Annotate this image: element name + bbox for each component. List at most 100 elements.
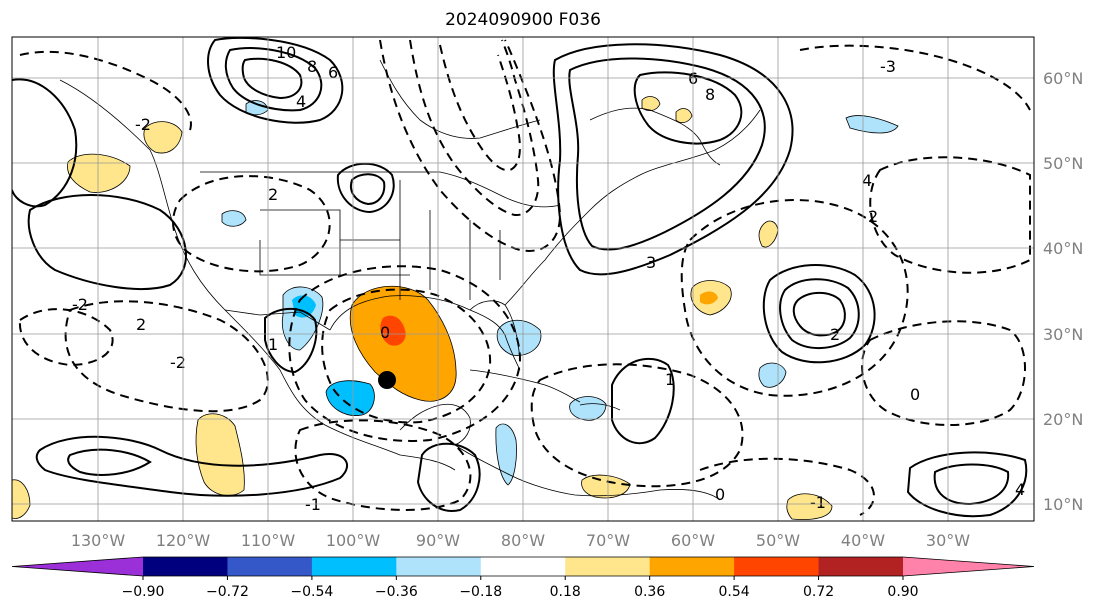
cold-anomaly-mexico: [325, 380, 375, 416]
coastline-hispaniola: [579, 403, 621, 411]
cold-anomaly-greenland-sea: [845, 115, 899, 134]
colorbar-tick-label: −0.72: [206, 584, 249, 600]
contour-low-atlantic-east: [869, 156, 1031, 274]
contour-low-gulf: [288, 265, 522, 442]
colorbar-tick-label: 0.90: [887, 584, 918, 600]
coastline-east: [504, 109, 761, 306]
contour-low-atlantic-mid: [680, 199, 909, 397]
warm-anomaly-east-atlantic: [758, 220, 779, 248]
contour-low-south-atlantic: [699, 457, 875, 516]
cold-anomaly-hispaniola: [569, 396, 607, 421]
contour-high-atlantic-1: [762, 264, 876, 364]
coastlines: [59, 59, 761, 501]
contour-high-nw-1: [207, 37, 344, 124]
contour-low-mexico: [64, 300, 269, 413]
contour-label: 4: [296, 92, 306, 111]
contour-east-atlantic-low: [906, 451, 1028, 518]
contour-low-caribbean: [530, 363, 744, 488]
lat-label: 40°N: [1043, 239, 1083, 258]
contour-label: 4: [1015, 480, 1025, 499]
colorbar-segment: [565, 557, 651, 576]
lon-label: 90°W: [416, 531, 460, 550]
strong-warm-anomaly-gulf: [380, 315, 406, 346]
colorbar-segment: [143, 557, 228, 576]
colorbar-tick-label: 0.72: [803, 584, 834, 600]
contour-low-east-us-2: [409, 39, 540, 217]
contour-low-greenland: [799, 44, 1031, 111]
contour-label: 1: [268, 335, 278, 354]
contour-caribbean-loop: [611, 357, 675, 445]
contour-label: 1: [665, 370, 675, 389]
positive-contours: [12, 37, 1028, 518]
colorbar-segment: [311, 557, 397, 576]
contour-high-atlantic-2: [779, 278, 860, 350]
contour-label: -3: [880, 57, 896, 76]
contour-midwest-2: [350, 173, 386, 206]
warm-anomaly-central-atlantic-south: [786, 493, 833, 520]
contour-label: 0: [910, 385, 920, 404]
coastline-hudson: [379, 59, 541, 139]
contour-pacific-nw: [12, 78, 78, 208]
contour-low-rockies: [172, 175, 331, 273]
contour-low-west-pacific: [18, 308, 114, 367]
lon-label: 130°W: [71, 531, 126, 550]
contour-label: 0: [380, 323, 390, 342]
contour-low-subtropical: [861, 320, 1026, 426]
contour-label: -2: [170, 353, 186, 372]
lon-label: 30°W: [926, 531, 970, 550]
lon-label: 40°W: [841, 531, 885, 550]
contour-label: -1: [810, 493, 826, 512]
contour-caribbean-loop-2: [416, 442, 481, 512]
contour-label: 6: [328, 63, 338, 82]
colorbar-segment: [227, 557, 313, 576]
lon-label: 110°W: [241, 531, 296, 550]
negative-contours: [18, 39, 1031, 516]
us-canada-border: [200, 171, 561, 208]
contour-low-east-us-1: [379, 39, 562, 252]
contour-low-east-us-3: [439, 44, 521, 172]
colorbar-segment: [734, 557, 820, 576]
contour-east-atlantic-low-2: [933, 463, 1010, 506]
lon-axis: 130°W 120°W 110°W 100°W 90°W 80°W 70°W 6…: [71, 531, 970, 550]
cold-anomaly-atlantic: [758, 362, 787, 388]
colorbar-tick-label: −0.36: [375, 584, 418, 600]
colorbar: −0.90 −0.72 −0.54 −0.36 −0.18 0.18 0.36 0.54 0.7…: [11, 556, 1035, 600]
contour-high-labrador-3: [633, 71, 743, 145]
coastline-north-america-west: [59, 79, 456, 471]
colorbar-tick-label: 0.36: [634, 584, 665, 600]
contour-high-nw-2: [224, 47, 323, 112]
contour-label: 2: [830, 325, 840, 344]
state-lines: [259, 180, 501, 300]
colorbar-tick-label: 0.54: [719, 584, 750, 600]
colorbar-tick-label: 0.18: [550, 584, 581, 600]
colorbar-tick-label: −0.54: [290, 584, 333, 600]
coastline-labrador: [589, 107, 721, 166]
contour-label: 4: [862, 171, 872, 190]
contour-label: -2: [135, 115, 151, 134]
contour-low-gulf-2: [321, 288, 492, 424]
contour-high-nw-3: [241, 57, 303, 100]
lon-label: 120°W: [156, 531, 211, 550]
cold-anomaly-caribbean: [495, 423, 517, 486]
lat-label: 50°N: [1043, 154, 1083, 173]
coastline-central-america: [454, 444, 721, 501]
contour-label: 2: [268, 185, 278, 204]
lat-label: 30°N: [1043, 325, 1083, 344]
contour-pacific-low-lat: [35, 435, 348, 497]
colorbar-overflow-triangle: [903, 557, 1034, 576]
cold-anomaly-rockies: [221, 210, 247, 227]
colorbar-tick-label: −0.18: [459, 584, 502, 600]
warm-anomaly-south-america: [581, 474, 631, 499]
contour-midwest: [336, 162, 395, 214]
lat-label: 20°N: [1043, 410, 1083, 429]
map-panel: 10 8 6 4 2 0 -1 -2 1 2 3 4 6 8 0 -2 4 2 …: [11, 36, 1035, 522]
contour-label: -2: [72, 295, 88, 314]
lon-label: 100°W: [326, 531, 381, 550]
contour-label: 3: [646, 253, 656, 272]
contour-low-central-am: [294, 419, 472, 511]
cold-anomaly-florida: [496, 319, 542, 356]
contour-label: 2: [868, 207, 878, 226]
lon-label: 50°W: [756, 531, 800, 550]
lat-label: 10°N: [1043, 495, 1083, 514]
contour-label: 2: [136, 315, 146, 334]
